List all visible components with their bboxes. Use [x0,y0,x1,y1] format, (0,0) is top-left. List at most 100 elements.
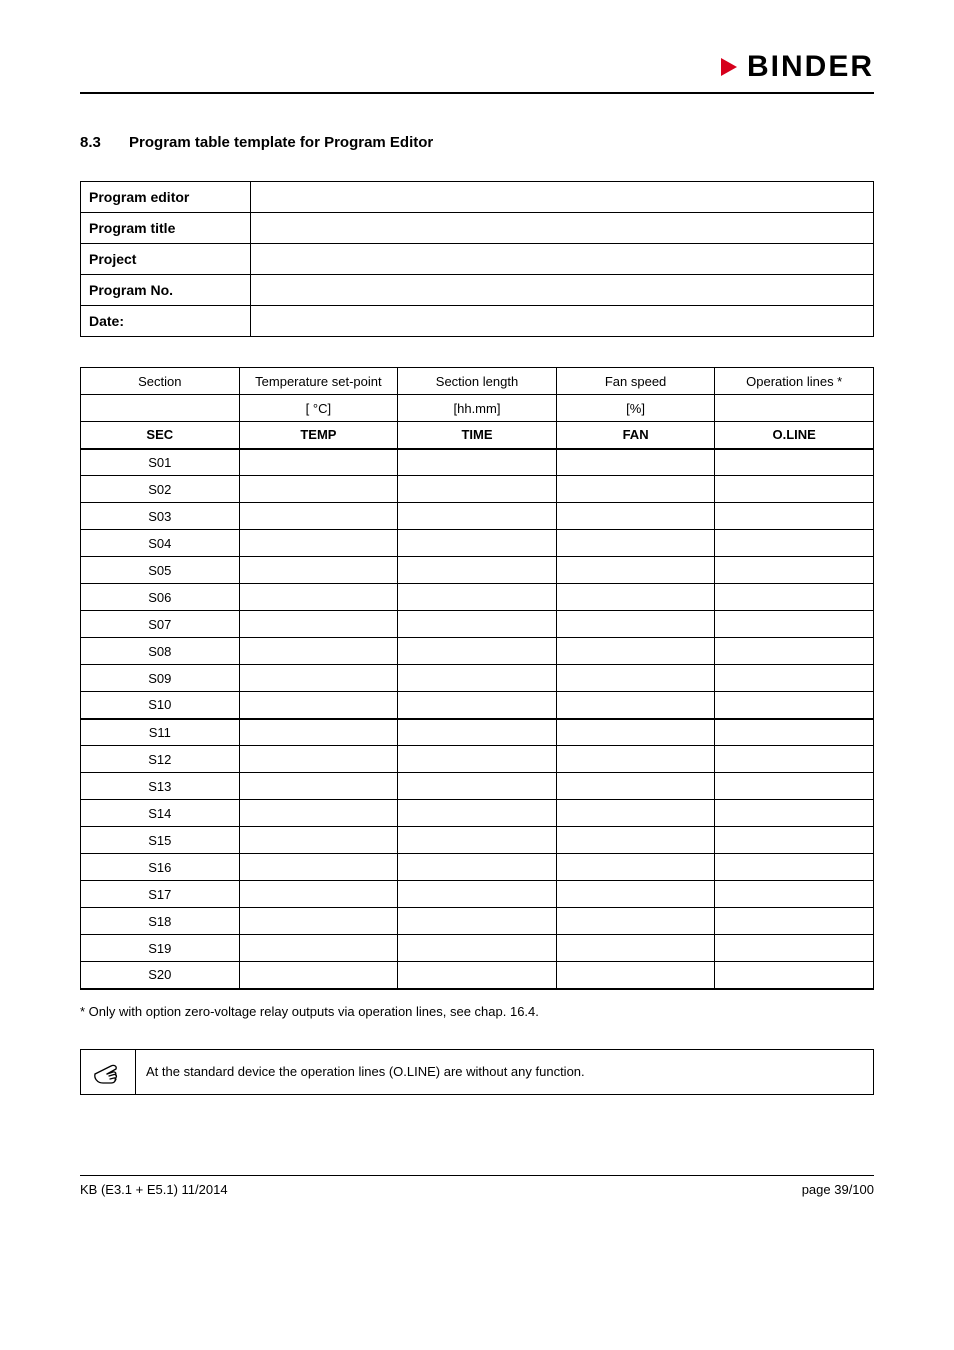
meta-label: Project [81,244,251,275]
data-cell[interactable] [398,530,557,557]
data-cell[interactable] [239,557,398,584]
data-cell[interactable] [398,827,557,854]
data-cell[interactable] [239,746,398,773]
table-row: S07 [81,611,874,638]
sec-cell: S10 [81,692,240,719]
footer-right: page 39/100 [802,1182,874,1197]
data-cell[interactable] [556,692,715,719]
data-cell[interactable] [556,665,715,692]
meta-row: Project [81,244,874,275]
table-row: S14 [81,800,874,827]
data-cell[interactable] [715,962,874,989]
data-cell[interactable] [556,638,715,665]
data-cell[interactable] [556,854,715,881]
data-cell[interactable] [556,503,715,530]
data-cell[interactable] [556,530,715,557]
data-cell[interactable] [556,962,715,989]
data-cell[interactable] [239,584,398,611]
data-cell[interactable] [715,665,874,692]
data-cell[interactable] [715,503,874,530]
data-cell[interactable] [715,449,874,476]
data-cell[interactable] [398,962,557,989]
data-cell[interactable] [398,692,557,719]
data-cell[interactable] [398,476,557,503]
data-cell[interactable] [398,800,557,827]
data-cell[interactable] [715,719,874,746]
data-cell[interactable] [239,503,398,530]
data-cell[interactable] [398,503,557,530]
meta-value[interactable] [251,275,874,306]
sec-cell: S08 [81,638,240,665]
data-cell[interactable] [715,881,874,908]
data-cell[interactable] [556,719,715,746]
data-cell[interactable] [715,773,874,800]
sec-cell: S15 [81,827,240,854]
data-cell[interactable] [715,476,874,503]
data-cell[interactable] [398,638,557,665]
data-cell[interactable] [239,962,398,989]
col-code-time: TIME [398,422,557,449]
data-cell[interactable] [239,449,398,476]
data-cell[interactable] [239,773,398,800]
data-cell[interactable] [398,746,557,773]
data-cell[interactable] [239,665,398,692]
meta-row: Date: [81,306,874,337]
col-unit-temp: [ °C] [239,395,398,422]
meta-value[interactable] [251,182,874,213]
data-cell[interactable] [239,854,398,881]
data-cell[interactable] [556,476,715,503]
data-cell[interactable] [398,773,557,800]
data-cell[interactable] [715,557,874,584]
data-cell[interactable] [239,476,398,503]
data-cell[interactable] [556,773,715,800]
data-cell[interactable] [398,881,557,908]
data-cell[interactable] [556,557,715,584]
data-cell[interactable] [398,719,557,746]
data-cell[interactable] [556,584,715,611]
meta-row: Program editor [81,182,874,213]
data-cell[interactable] [715,854,874,881]
data-cell[interactable] [715,827,874,854]
data-cell[interactable] [398,665,557,692]
table-row: S12 [81,746,874,773]
data-cell[interactable] [398,935,557,962]
data-cell[interactable] [715,935,874,962]
data-cell[interactable] [398,449,557,476]
data-cell[interactable] [556,611,715,638]
data-cell[interactable] [715,908,874,935]
data-cell[interactable] [715,530,874,557]
data-cell[interactable] [556,827,715,854]
data-cell[interactable] [239,935,398,962]
data-cell[interactable] [556,881,715,908]
data-cell[interactable] [715,638,874,665]
data-cell[interactable] [556,800,715,827]
meta-value[interactable] [251,306,874,337]
data-cell[interactable] [239,719,398,746]
meta-value[interactable] [251,213,874,244]
data-cell[interactable] [398,908,557,935]
data-cell[interactable] [239,611,398,638]
data-cell[interactable] [398,611,557,638]
sec-cell: S06 [81,584,240,611]
data-cell[interactable] [239,908,398,935]
meta-value[interactable] [251,244,874,275]
data-cell[interactable] [239,800,398,827]
data-cell[interactable] [239,638,398,665]
data-cell[interactable] [715,611,874,638]
data-cell[interactable] [239,881,398,908]
data-cell[interactable] [239,530,398,557]
data-cell[interactable] [715,692,874,719]
data-cell[interactable] [556,908,715,935]
data-cell[interactable] [398,584,557,611]
data-cell[interactable] [239,692,398,719]
data-cell[interactable] [556,746,715,773]
data-cell[interactable] [715,584,874,611]
data-cell[interactable] [556,935,715,962]
data-cell[interactable] [398,854,557,881]
data-cell[interactable] [715,746,874,773]
data-cell[interactable] [398,557,557,584]
data-cell[interactable] [556,449,715,476]
data-cell[interactable] [715,800,874,827]
logo-triangle-icon [719,54,741,80]
data-cell[interactable] [239,827,398,854]
